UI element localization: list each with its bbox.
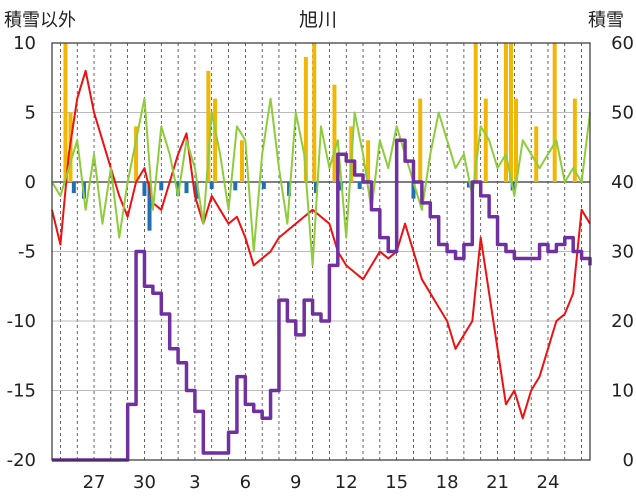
bar-mark xyxy=(466,182,471,188)
left-tick-label: -15 xyxy=(7,381,36,402)
left-tick-label: -10 xyxy=(7,311,36,332)
x-tick-label: 24 xyxy=(537,472,560,493)
bar-mark xyxy=(176,182,181,196)
right-tick-label: 30 xyxy=(611,242,634,263)
x-tick-label: 6 xyxy=(240,472,251,493)
bar-mark xyxy=(71,182,76,194)
left-tick-label: 0 xyxy=(25,172,36,193)
right-tick-label: 40 xyxy=(611,172,634,193)
plot-frame xyxy=(51,42,591,461)
left-tick-label: -5 xyxy=(18,242,36,263)
right-tick-label: 20 xyxy=(611,311,634,332)
bar-mark xyxy=(534,126,539,182)
right-axis-label: 積雪 xyxy=(588,10,624,31)
series-line-0 xyxy=(51,69,591,420)
x-tick-label: 3 xyxy=(189,472,200,493)
bar-mark xyxy=(473,43,478,182)
bar-mark xyxy=(366,140,371,182)
bar-mark xyxy=(209,182,214,189)
x-tick-label: 21 xyxy=(486,472,509,493)
bar-mark xyxy=(147,182,152,231)
left-tick-label: 10 xyxy=(13,33,36,54)
x-tick-label: 18 xyxy=(436,472,459,493)
bar-mark xyxy=(508,43,513,182)
bar-mark xyxy=(206,70,211,182)
bar-mark xyxy=(572,98,577,182)
bar-mark xyxy=(233,182,238,191)
right-tick-label: 60 xyxy=(611,33,634,54)
x-tick-label: 30 xyxy=(133,472,156,493)
bar-mark xyxy=(514,98,519,182)
right-tick-label: 10 xyxy=(611,381,634,402)
bar-mark xyxy=(184,182,189,194)
axes xyxy=(51,42,591,461)
x-tick-label: 15 xyxy=(385,472,408,493)
bar-mark xyxy=(312,43,317,182)
left-tick-label: -20 xyxy=(7,450,36,471)
bar-mark xyxy=(194,182,199,199)
bar-mark xyxy=(357,182,362,189)
left-tick-label: 5 xyxy=(25,103,36,124)
bar-mark xyxy=(418,98,423,182)
right-tick-label: 0 xyxy=(623,450,634,471)
x-tick-label: 9 xyxy=(290,472,301,493)
series-lines xyxy=(51,69,592,462)
left-axis-label: 積雪以外 xyxy=(4,10,76,31)
chart-title: 旭川 xyxy=(299,9,337,31)
bar-mark xyxy=(552,43,557,182)
bar-mark xyxy=(142,182,147,196)
x-tick-label: 27 xyxy=(83,472,106,493)
right-tick-label: 50 xyxy=(611,103,634,124)
bar-mark xyxy=(411,182,416,199)
bar-mark xyxy=(239,140,244,182)
bar-mark xyxy=(159,182,164,191)
bar-mark xyxy=(503,43,508,182)
bar-mark xyxy=(332,84,337,182)
x-tick-label: 12 xyxy=(335,472,358,493)
bar-mark xyxy=(63,43,68,182)
bar-mark xyxy=(213,98,218,182)
bar-mark xyxy=(483,98,488,182)
series-line-1 xyxy=(51,97,591,267)
bar-mark xyxy=(261,182,266,189)
bar-mark xyxy=(134,126,139,182)
series-line-2 xyxy=(52,138,592,462)
bar-mark xyxy=(313,182,318,194)
bar-mark xyxy=(303,56,308,182)
